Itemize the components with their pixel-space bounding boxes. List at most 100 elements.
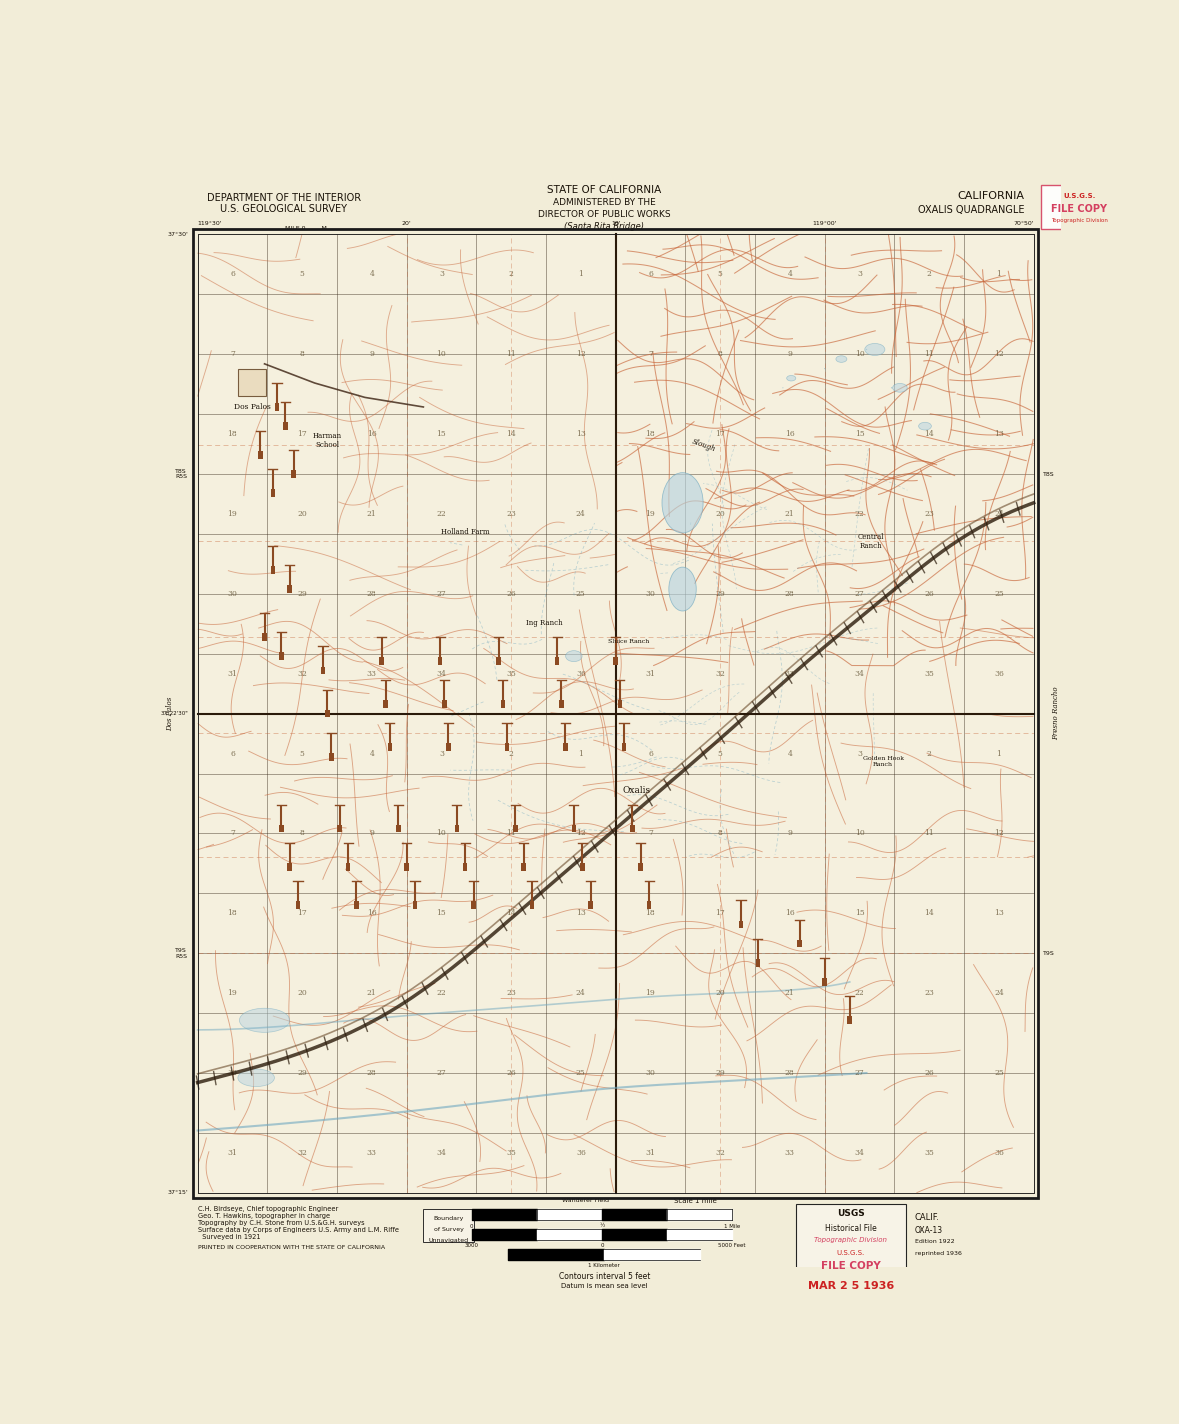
Text: 10: 10 bbox=[855, 829, 864, 837]
Ellipse shape bbox=[836, 356, 847, 362]
Text: 11: 11 bbox=[506, 350, 516, 359]
Text: 28: 28 bbox=[785, 590, 795, 598]
Text: 3: 3 bbox=[439, 749, 444, 758]
Text: DIRECTOR OF PUBLIC WORKS: DIRECTOR OF PUBLIC WORKS bbox=[538, 211, 671, 219]
Text: 24: 24 bbox=[994, 990, 1003, 997]
Text: Sluice Ranch: Sluice Ranch bbox=[607, 639, 648, 644]
Bar bbox=[296, 901, 301, 909]
Ellipse shape bbox=[864, 343, 885, 356]
Text: ADMINISTERED BY THE: ADMINISTERED BY THE bbox=[553, 198, 656, 208]
Text: 13: 13 bbox=[575, 430, 586, 439]
Text: 15: 15 bbox=[436, 430, 447, 439]
Text: Historical File: Historical File bbox=[825, 1223, 877, 1233]
Text: 32: 32 bbox=[297, 1149, 307, 1156]
Text: 29: 29 bbox=[716, 590, 725, 598]
Text: Oxalis: Oxalis bbox=[623, 786, 651, 795]
Text: 31: 31 bbox=[646, 1149, 656, 1156]
Text: PRINTED IN COOPERATION WITH THE STATE OF CALIFORNIA: PRINTED IN COOPERATION WITH THE STATE OF… bbox=[198, 1246, 384, 1250]
Text: 21: 21 bbox=[367, 510, 376, 518]
Text: Ing Ranch: Ing Ranch bbox=[526, 618, 562, 627]
Text: 10': 10' bbox=[611, 221, 620, 226]
Bar bbox=[329, 753, 334, 760]
Bar bbox=[848, 1017, 852, 1024]
Text: OXA-13: OXA-13 bbox=[915, 1226, 943, 1235]
Text: 1: 1 bbox=[996, 271, 1001, 279]
Text: 8: 8 bbox=[299, 350, 304, 359]
Text: 29: 29 bbox=[297, 1069, 307, 1077]
Text: 16: 16 bbox=[367, 910, 376, 917]
Text: 30: 30 bbox=[646, 1069, 656, 1077]
Text: 26: 26 bbox=[506, 1069, 516, 1077]
Text: Golden Hook
Ranch: Golden Hook Ranch bbox=[863, 756, 903, 768]
Text: 36: 36 bbox=[575, 669, 586, 678]
Bar bbox=[423, 1209, 474, 1242]
Bar bbox=[529, 901, 534, 909]
Bar bbox=[496, 656, 501, 665]
Text: 4: 4 bbox=[369, 271, 374, 279]
Text: 35: 35 bbox=[924, 669, 934, 678]
Text: 3: 3 bbox=[439, 271, 444, 279]
Text: 26: 26 bbox=[506, 590, 516, 598]
Text: 33: 33 bbox=[785, 669, 795, 678]
Text: 13: 13 bbox=[575, 910, 586, 917]
Text: STATE OF CALIFORNIA: STATE OF CALIFORNIA bbox=[547, 185, 661, 195]
Text: 70°50': 70°50' bbox=[1013, 221, 1034, 226]
Text: 4: 4 bbox=[788, 271, 792, 279]
Bar bbox=[613, 656, 618, 665]
Text: 7: 7 bbox=[230, 829, 235, 837]
Text: 1: 1 bbox=[996, 749, 1001, 758]
Text: Dos Palos: Dos Palos bbox=[233, 403, 270, 410]
Text: 12: 12 bbox=[577, 350, 586, 359]
Text: 16: 16 bbox=[367, 430, 376, 439]
Text: 35: 35 bbox=[506, 1149, 516, 1156]
Text: (Santa Rita Bridge): (Santa Rita Bridge) bbox=[565, 222, 644, 232]
Text: 0: 0 bbox=[600, 1243, 604, 1249]
Ellipse shape bbox=[893, 383, 907, 392]
Text: 5000 Feet: 5000 Feet bbox=[718, 1243, 746, 1249]
Text: Fresno Rancho: Fresno Rancho bbox=[1053, 686, 1061, 740]
Text: 16: 16 bbox=[785, 910, 795, 917]
Bar bbox=[455, 824, 459, 833]
Text: MILE 0        M: MILE 0 M bbox=[285, 226, 328, 231]
Bar bbox=[618, 701, 623, 708]
Text: 15: 15 bbox=[855, 430, 864, 439]
Text: 19: 19 bbox=[228, 510, 237, 518]
Text: 14: 14 bbox=[924, 910, 934, 917]
Text: 14: 14 bbox=[924, 430, 934, 439]
Text: T8S
R5S: T8S R5S bbox=[176, 468, 187, 480]
Text: 7: 7 bbox=[230, 350, 235, 359]
Text: 28: 28 bbox=[367, 590, 376, 598]
Text: 13: 13 bbox=[994, 430, 1003, 439]
Ellipse shape bbox=[668, 567, 697, 611]
Text: 25: 25 bbox=[994, 1069, 1003, 1077]
Text: 8: 8 bbox=[718, 350, 723, 359]
Text: T8S: T8S bbox=[1043, 471, 1054, 477]
Text: 9: 9 bbox=[369, 350, 374, 359]
Text: 15: 15 bbox=[855, 910, 864, 917]
Bar bbox=[446, 743, 450, 750]
Text: Topographic Division: Topographic Division bbox=[815, 1236, 888, 1243]
Bar bbox=[198, 235, 1034, 1193]
Ellipse shape bbox=[566, 651, 582, 662]
Text: 10: 10 bbox=[436, 829, 447, 837]
Bar bbox=[279, 824, 283, 833]
Text: of Survey: of Survey bbox=[434, 1227, 463, 1232]
Bar bbox=[647, 901, 651, 909]
Text: 21: 21 bbox=[367, 990, 376, 997]
Bar bbox=[198, 235, 1034, 1193]
Bar bbox=[823, 978, 826, 985]
Text: 5: 5 bbox=[299, 749, 304, 758]
Text: 5: 5 bbox=[718, 749, 723, 758]
Text: 9: 9 bbox=[788, 829, 792, 837]
Text: 119°30': 119°30' bbox=[198, 221, 223, 226]
Text: 37°15': 37°15' bbox=[167, 1190, 189, 1195]
Text: 3: 3 bbox=[857, 749, 862, 758]
Text: 12: 12 bbox=[577, 829, 586, 837]
Text: 30: 30 bbox=[646, 590, 656, 598]
Bar bbox=[559, 701, 564, 708]
Text: 21: 21 bbox=[785, 990, 795, 997]
Text: Datum is mean sea level: Datum is mean sea level bbox=[561, 1283, 647, 1289]
Text: 32: 32 bbox=[716, 669, 725, 678]
Text: 14: 14 bbox=[506, 430, 516, 439]
Text: 34: 34 bbox=[436, 1149, 447, 1156]
